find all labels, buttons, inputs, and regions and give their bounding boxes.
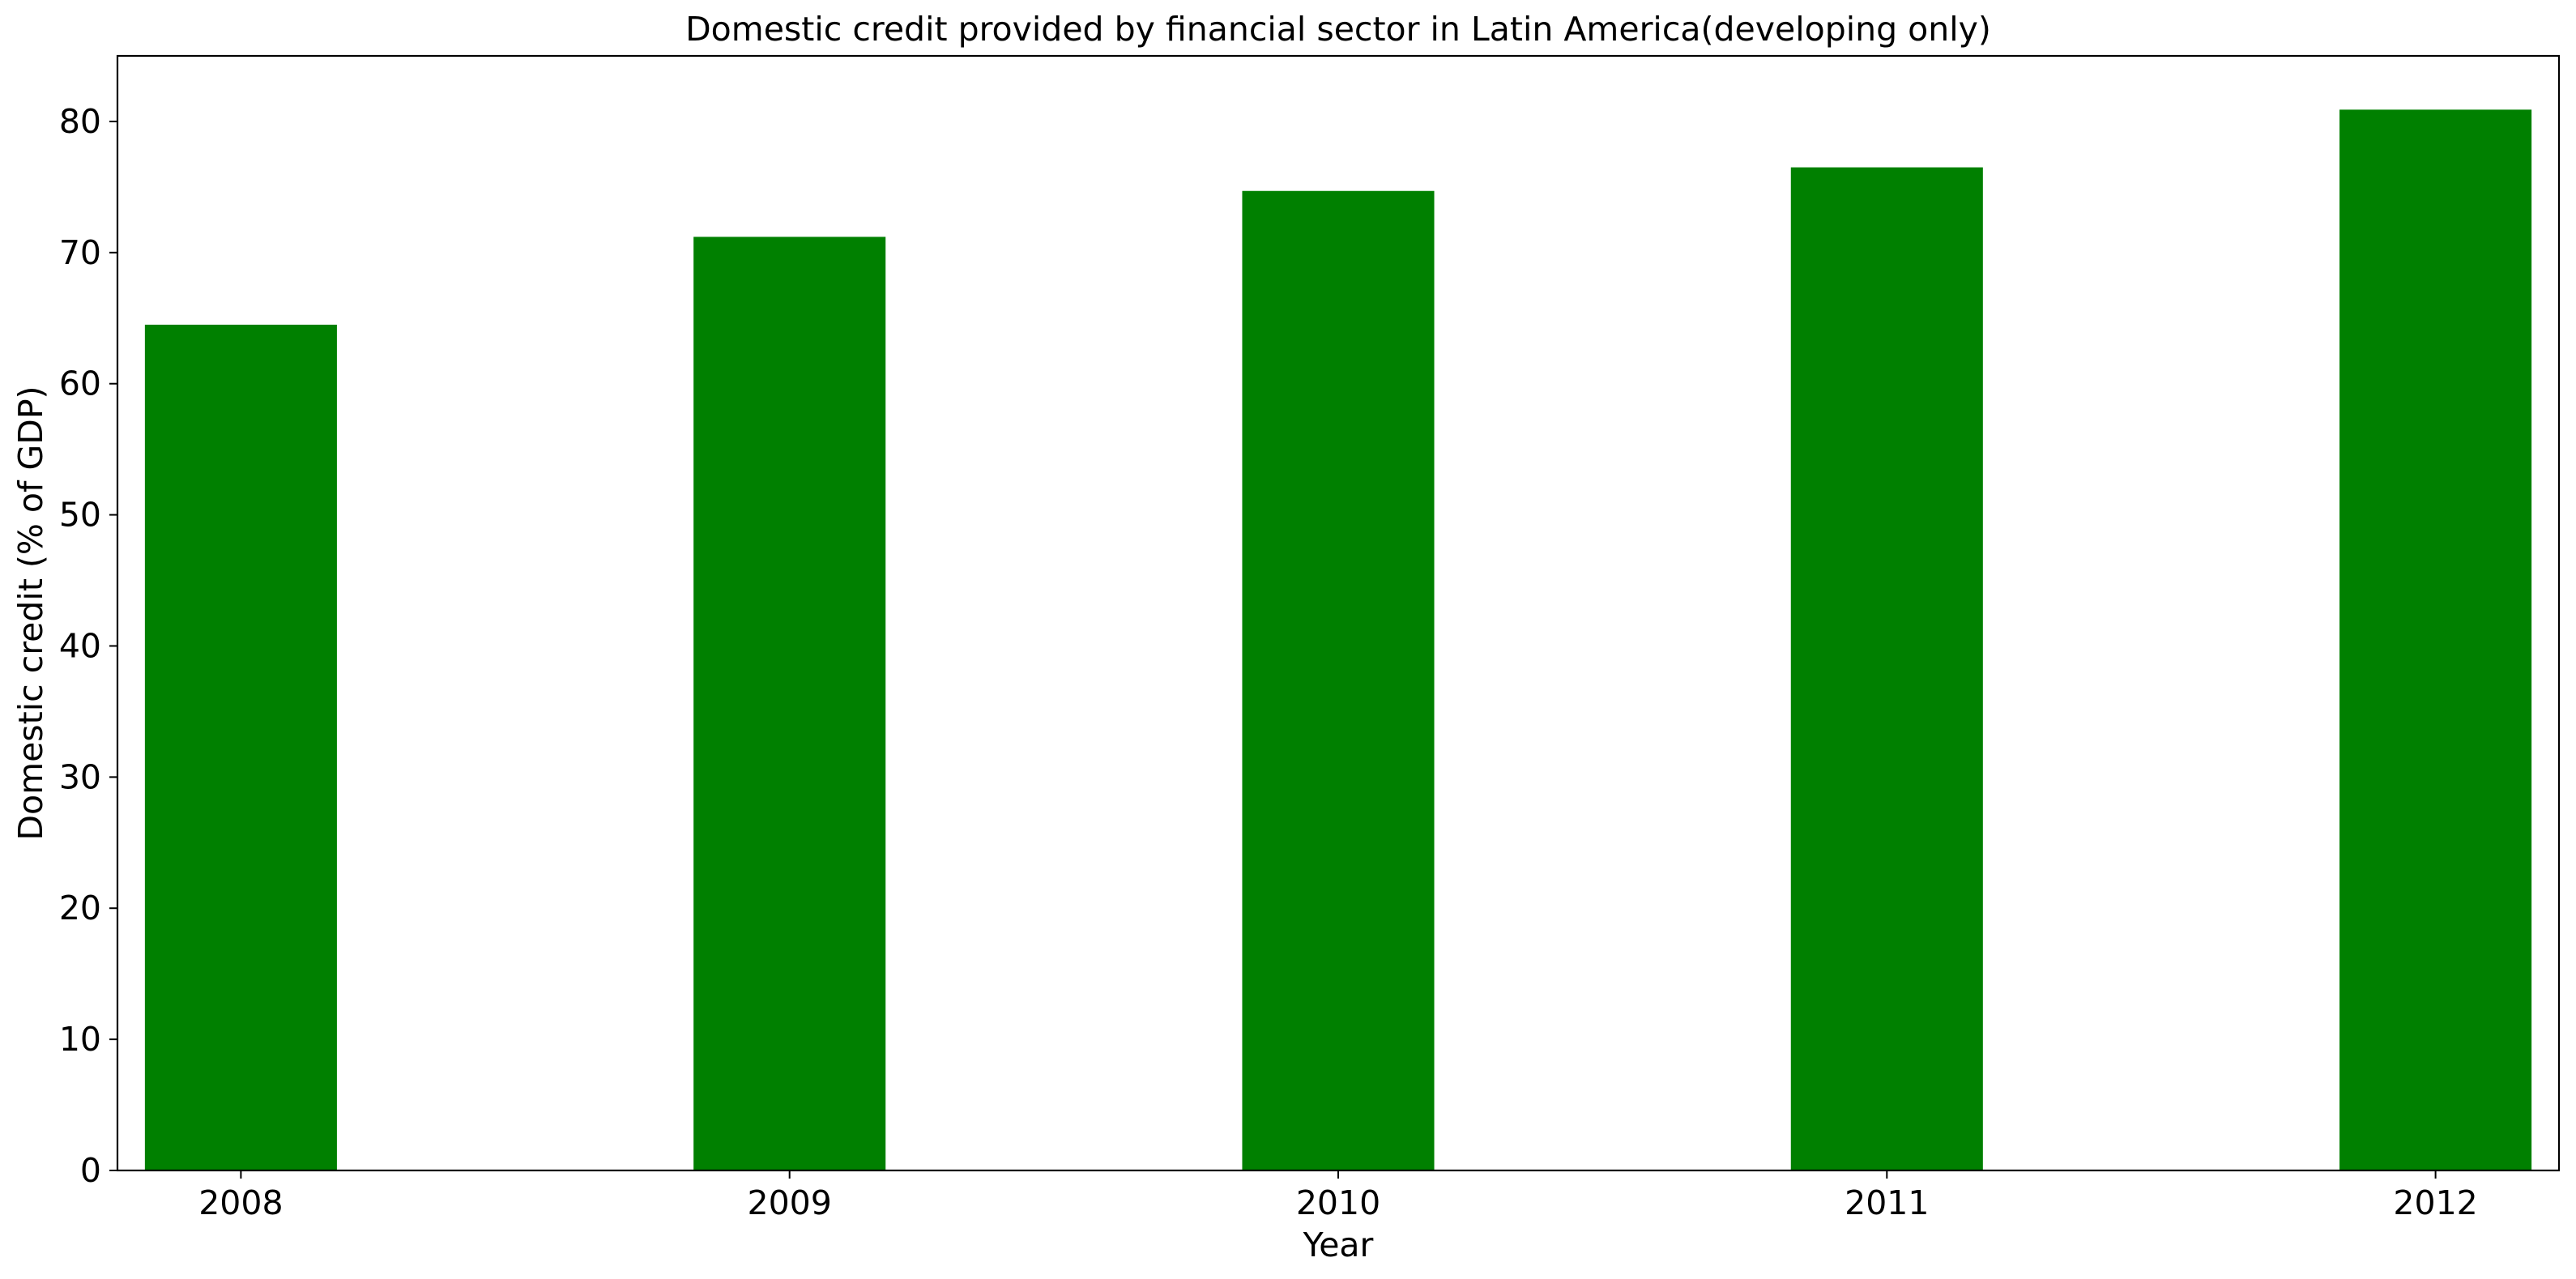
bar-2011 [1790, 167, 1983, 1171]
x-tick-label-2010: 2010 [1296, 1183, 1380, 1222]
bar-2012 [2339, 109, 2532, 1170]
bar-2009 [693, 237, 886, 1170]
y-axis: 0 10 20 30 40 50 60 70 80 [59, 102, 117, 1190]
y-tick-label-80: 80 [59, 102, 101, 141]
x-axis: 2008 2009 2010 2011 2012 [198, 1170, 2478, 1222]
y-tick-label-0: 0 [80, 1151, 101, 1190]
y-tick-label-10: 10 [59, 1020, 101, 1059]
x-tick-label-2012: 2012 [2393, 1183, 2477, 1222]
bar-2010 [1242, 190, 1435, 1171]
y-axis-label: Domestic credit (% of GDP) [11, 386, 50, 840]
chart-title: Domestic credit provided by financial se… [685, 10, 1991, 49]
bars-layer [144, 109, 2532, 1171]
axes-frame [116, 54, 2561, 1172]
y-tick-label-50: 50 [59, 496, 101, 535]
x-tick-label-2008: 2008 [198, 1183, 283, 1222]
y-tick-label-70: 70 [59, 233, 101, 272]
y-tick-label-20: 20 [59, 889, 101, 927]
x-tick-label-2009: 2009 [748, 1183, 832, 1222]
x-axis-label: Year [1303, 1226, 1374, 1264]
y-tick-label-60: 60 [59, 365, 101, 403]
bar-2008 [144, 324, 337, 1170]
x-tick-label-2011: 2011 [1845, 1183, 1929, 1222]
y-tick-label-40: 40 [59, 626, 101, 665]
y-tick-label-30: 30 [59, 757, 101, 796]
